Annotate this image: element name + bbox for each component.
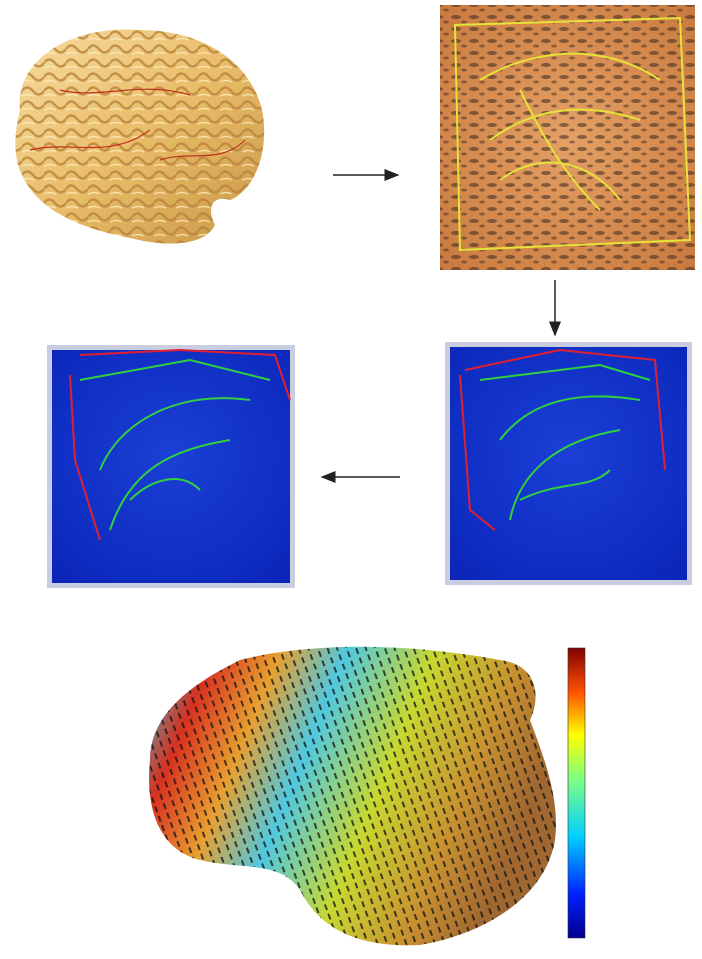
vector-field-surface bbox=[149, 647, 556, 946]
curve-panel bbox=[47, 345, 295, 588]
colorbar bbox=[568, 648, 585, 938]
curve-panel bbox=[445, 342, 692, 585]
flat-map bbox=[440, 5, 695, 270]
figure bbox=[0, 0, 702, 959]
brain-surface bbox=[15, 30, 264, 244]
page: (() => { const data = JSON.parse(documen… bbox=[0, 0, 702, 959]
